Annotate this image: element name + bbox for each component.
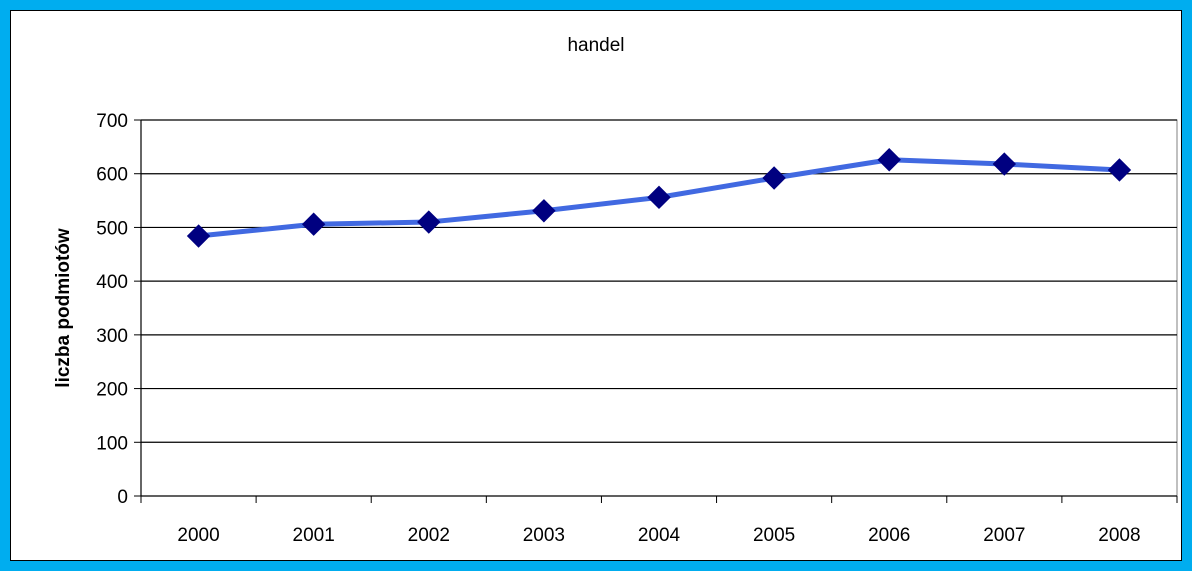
- data-point-marker: [417, 210, 441, 234]
- data-point-marker: [877, 148, 901, 172]
- data-point-marker: [301, 212, 326, 236]
- x-tick-label: 2007: [983, 525, 1025, 546]
- x-tick-label: 2002: [408, 525, 450, 546]
- plot-area: 0 100 200 300 400 500 600 700 2000 2001 2002 2003 20…: [96, 111, 1178, 546]
- y-axis-label: liczba podmiotów: [53, 228, 74, 388]
- y-tick-label: 200: [96, 380, 128, 401]
- x-tick-label: 2004: [638, 525, 681, 546]
- data-point-marker: [762, 166, 786, 190]
- y-tick-label: 400: [96, 272, 128, 293]
- plot-border: [140, 119, 1178, 497]
- y-tick-label: 100: [96, 433, 128, 454]
- data-point-marker: [647, 185, 671, 210]
- data-point-marker: [992, 152, 1017, 176]
- y-tick-label: 0: [117, 487, 128, 508]
- y-tick-label: 500: [96, 218, 128, 239]
- x-tick-label: 2001: [293, 525, 335, 546]
- y-tick-label: 600: [96, 165, 128, 186]
- chart-title: handel: [567, 35, 624, 56]
- y-tick-label: 300: [96, 326, 128, 347]
- data-point-marker: [186, 224, 211, 248]
- x-tick-label: 2000: [177, 525, 219, 546]
- x-tick-label: 2003: [523, 525, 565, 546]
- data-point-marker: [532, 199, 556, 223]
- chart-area-border: [10, 10, 1182, 561]
- x-tick-label: 2008: [1098, 525, 1140, 546]
- x-tick-label: 2005: [753, 525, 795, 546]
- y-tick-label: 700: [96, 111, 128, 132]
- x-tick-label: 2006: [868, 525, 910, 546]
- data-point-marker: [1107, 158, 1132, 182]
